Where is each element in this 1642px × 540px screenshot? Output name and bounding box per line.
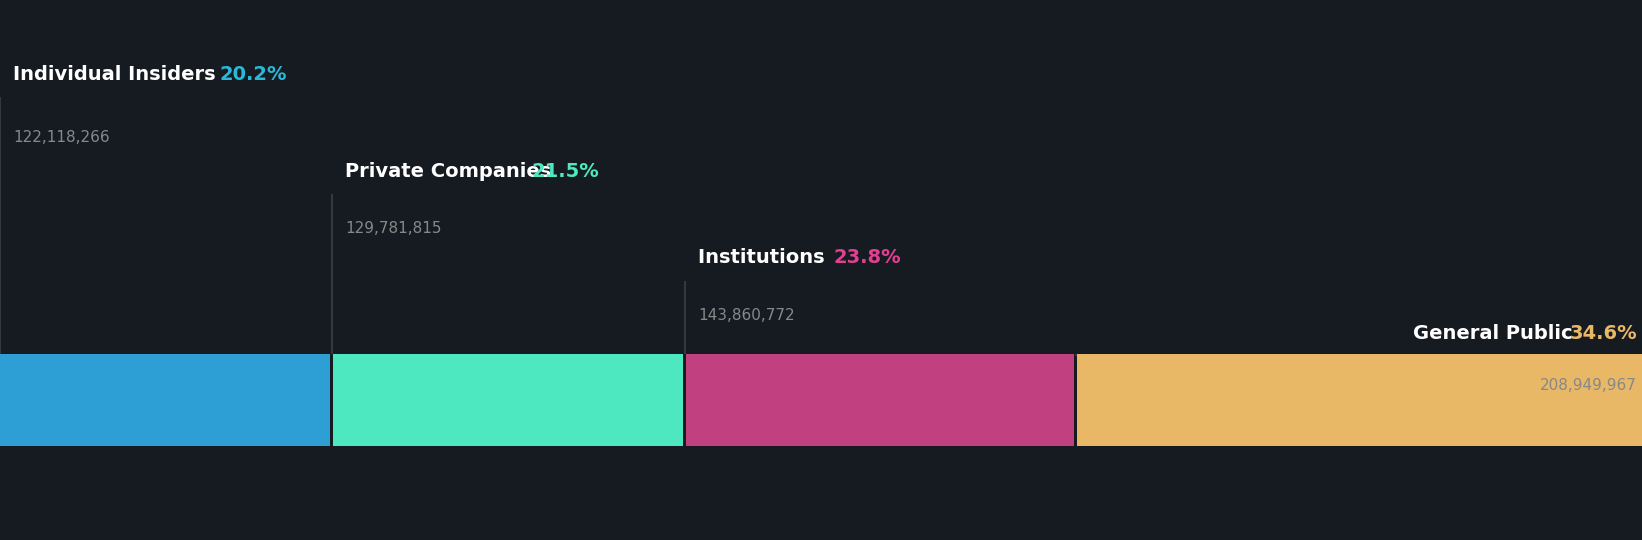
- Text: 34.6%: 34.6%: [1570, 324, 1637, 343]
- Bar: [686, 354, 1074, 445]
- Text: Private Companies: Private Companies: [345, 162, 558, 181]
- Bar: [333, 354, 683, 445]
- Bar: [0, 354, 330, 445]
- Text: General Public: General Public: [1414, 324, 1580, 343]
- Text: 21.5%: 21.5%: [530, 162, 599, 181]
- Text: 122,118,266: 122,118,266: [13, 130, 110, 145]
- Bar: [1077, 354, 1642, 445]
- Text: 143,860,772: 143,860,772: [698, 308, 795, 323]
- Text: 23.8%: 23.8%: [832, 248, 901, 267]
- Text: 208,949,967: 208,949,967: [1540, 378, 1637, 393]
- Text: 129,781,815: 129,781,815: [345, 221, 442, 237]
- Text: Institutions: Institutions: [698, 248, 831, 267]
- Text: 20.2%: 20.2%: [220, 65, 287, 84]
- Text: Individual Insiders: Individual Insiders: [13, 65, 223, 84]
